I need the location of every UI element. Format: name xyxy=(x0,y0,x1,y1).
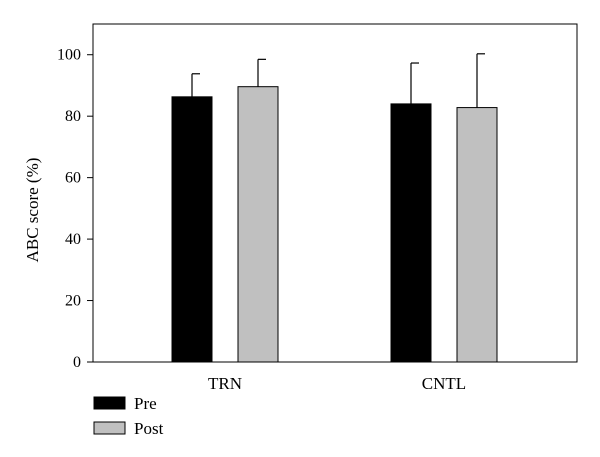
y-axis-title: ABC score (%) xyxy=(23,158,42,263)
y-axis-ticks: 0 20 40 60 80 100 xyxy=(57,47,93,371)
x-category-label: CNTL xyxy=(422,374,466,393)
y-tick-label: 80 xyxy=(65,108,81,125)
bar-pre-trn xyxy=(171,96,213,363)
plot-frame xyxy=(92,23,578,363)
legend-swatch-pre xyxy=(93,396,126,410)
legend-label-pre: Pre xyxy=(134,394,157,413)
y-tick-label: 40 xyxy=(65,231,81,248)
y-tick-label: 60 xyxy=(65,170,81,187)
error-bars-group xyxy=(191,53,485,108)
x-axis-categories: TRN CNTL xyxy=(208,374,466,393)
bars-group xyxy=(171,86,498,363)
legend-label-post: Post xyxy=(134,419,164,438)
legend-swatch-post xyxy=(93,421,126,435)
y-tick-label: 20 xyxy=(65,293,81,310)
bar-pre-cntl xyxy=(390,103,432,363)
x-category-label: TRN xyxy=(208,374,242,393)
bar-post-trn xyxy=(237,86,279,363)
y-tick-label: 100 xyxy=(57,47,81,64)
y-tick-label: 0 xyxy=(73,354,81,371)
legend: Pre Post xyxy=(93,394,164,438)
bar-post-cntl xyxy=(456,107,498,363)
plot-border xyxy=(92,23,578,363)
